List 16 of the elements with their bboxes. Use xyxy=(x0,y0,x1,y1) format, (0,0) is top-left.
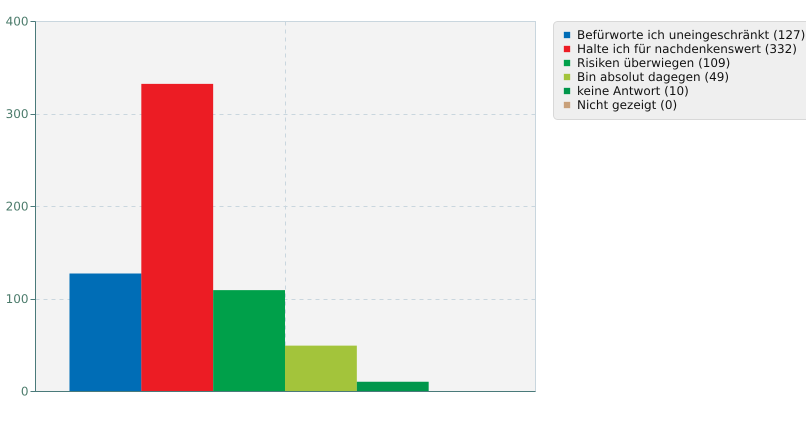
legend-label: Nicht gezeigt (0) xyxy=(577,98,678,112)
y-tick-label: 200 xyxy=(6,200,28,214)
legend-label: Halte ich für nachdenkenswert (332) xyxy=(577,42,797,56)
y-tick-label: 100 xyxy=(6,292,28,306)
legend-label: keine Antwort (10) xyxy=(577,84,689,98)
bar xyxy=(356,382,429,391)
y-tick-label: 400 xyxy=(6,14,28,28)
y-tick-label: 300 xyxy=(6,107,28,121)
bar xyxy=(141,84,214,391)
legend-label: Befürworte ich uneingeschränkt (127) xyxy=(577,28,806,42)
legend-label: Risiken überwiegen (109) xyxy=(577,56,730,70)
legend-label: Bin absolut dagegen (49) xyxy=(577,70,730,84)
bar xyxy=(213,290,285,391)
bar xyxy=(69,274,142,391)
y-tick-label: 0 xyxy=(20,384,28,398)
bar xyxy=(285,346,357,391)
